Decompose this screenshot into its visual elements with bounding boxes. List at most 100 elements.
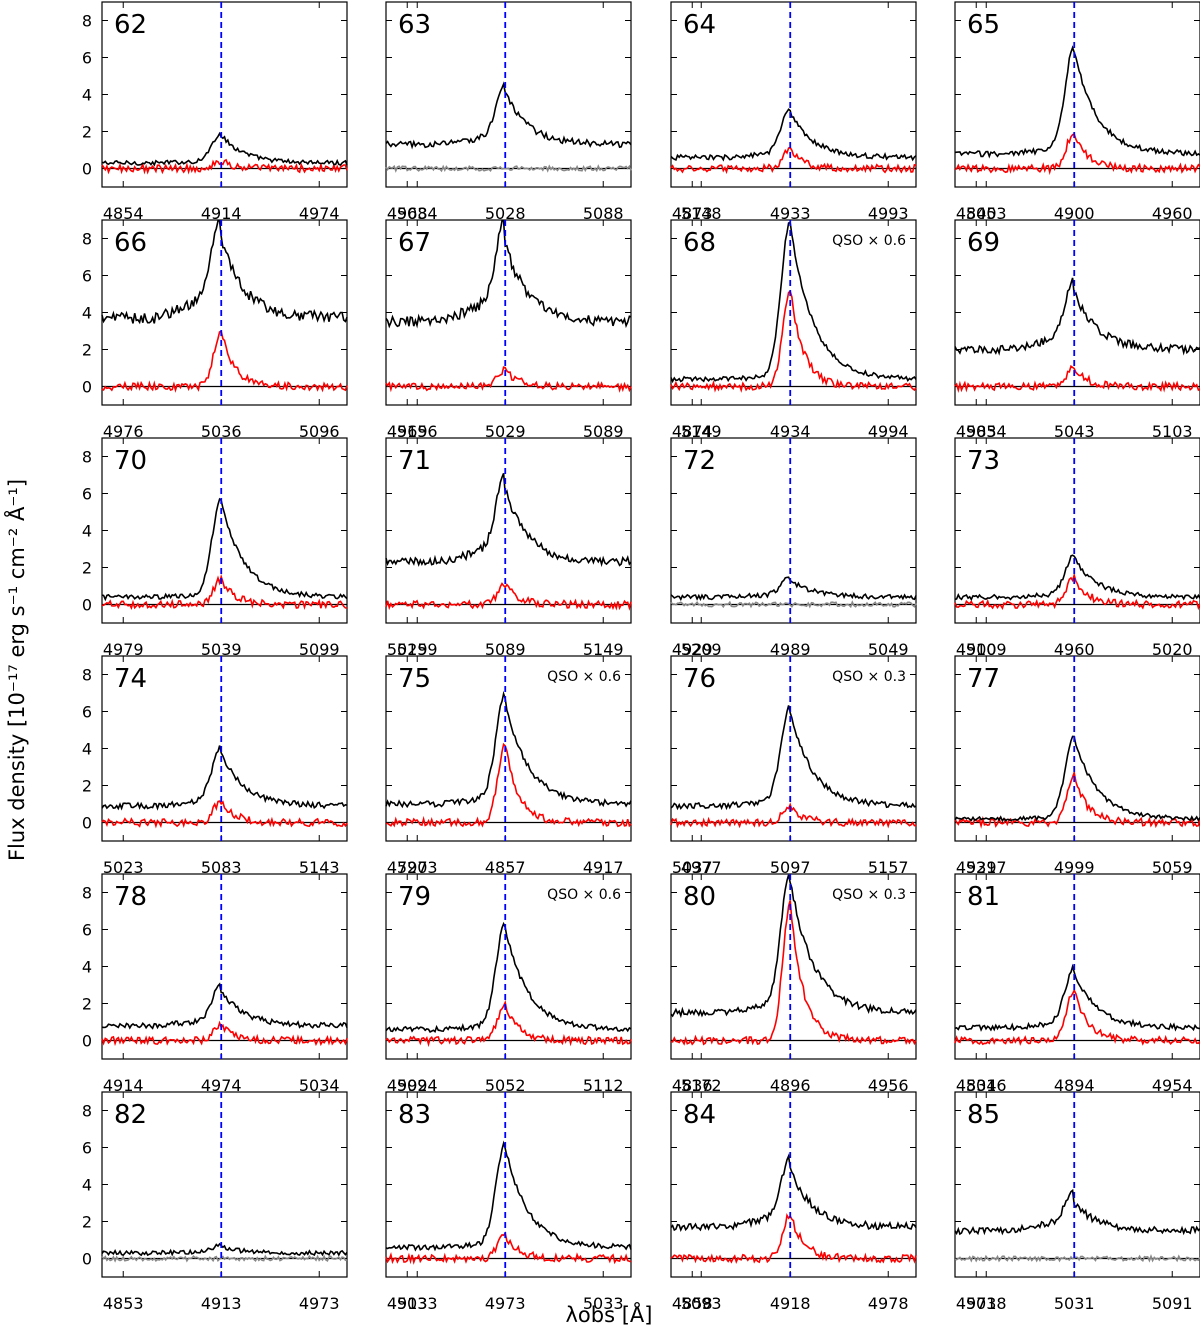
x-tick-label: 4977 <box>681 858 722 877</box>
total-spectrum-line <box>670 874 917 1019</box>
total-spectrum-line <box>670 1153 917 1233</box>
spectrum-panel-77: 493949995059511977 <box>954 655 1200 877</box>
total-spectrum-line <box>101 220 348 325</box>
x-tick-label: 4914 <box>201 204 242 223</box>
residual-spectrum-line <box>670 802 917 829</box>
x-tick-label: 4913 <box>201 1294 242 1313</box>
x-tick-label: 5059 <box>1152 858 1193 877</box>
total-spectrum-line <box>954 277 1200 356</box>
spectrum-panel-84: 4858 4918 4978 5038 84 <box>670 1091 1007 1313</box>
x-tick-label: 5054 <box>966 422 1007 441</box>
y-tick-label: 0 <box>82 160 92 179</box>
spectrum-panel-72: 4929 4989 5049 5109 72 <box>670 437 1007 659</box>
x-tick-label: 4976 <box>103 422 144 441</box>
x-tick-label: 4956 <box>868 1076 909 1095</box>
panel-id-label: 76 <box>683 664 716 694</box>
x-tick-label: 5034 <box>299 1076 340 1095</box>
y-tick-label: 4 <box>82 522 92 541</box>
x-tick-label: 5109 <box>966 640 1007 659</box>
y-tick-label: 2 <box>82 995 92 1014</box>
panel-id-label: 74 <box>114 664 147 694</box>
x-tick-label: 5029 <box>485 422 526 441</box>
y-tick-label: 0 <box>82 1032 92 1051</box>
spectrum-panel-73: 490049605020508073 <box>954 437 1200 659</box>
y-axis-title: Flux density [10⁻¹⁷ erg s⁻¹ cm⁻² Å⁻¹] <box>3 479 29 861</box>
residual-spectrum-line <box>385 1231 632 1265</box>
x-tick-label: 5094 <box>397 1076 438 1095</box>
total-spectrum-line <box>101 131 348 167</box>
spectrum-panel-74: 0 2 4 6 8 5023 5083 5143 5203 74 <box>82 655 438 877</box>
x-tick-label: 5033 <box>583 1294 624 1313</box>
x-tick-label: 4836 <box>672 1076 713 1095</box>
x-tick-label: 5023 <box>103 858 144 877</box>
panel-id-label: 68 <box>683 228 716 258</box>
panel-id-label: 77 <box>967 664 1000 694</box>
panel-id-label: 66 <box>114 228 147 258</box>
y-tick-label: 8 <box>82 448 92 467</box>
spectrum-panel-81: 483448944954501481 <box>954 873 1200 1095</box>
x-tick-label: 5091 <box>1152 1294 1193 1313</box>
x-tick-label: 4973 <box>485 1294 526 1313</box>
x-tick-label: 4917 <box>583 858 624 877</box>
qso-scale-label: QSO × 0.6 <box>832 233 906 249</box>
spectrum-panel-85: 497150315091515185 <box>954 1091 1200 1313</box>
x-tick-label: 5031 <box>1054 1294 1095 1313</box>
total-spectrum-line <box>954 963 1200 1032</box>
spectrum-panel-64: 4873 4933 4993 5053 64 <box>670 1 1007 223</box>
qso-scale-label: QSO × 0.6 <box>547 887 621 903</box>
x-tick-label: 5156 <box>397 422 438 441</box>
x-tick-label: 5083 <box>201 858 242 877</box>
x-tick-label: 4978 <box>868 1294 909 1313</box>
panel-id-label: 63 <box>398 10 431 40</box>
x-tick-label: 5097 <box>770 858 811 877</box>
total-spectrum-line <box>101 497 348 602</box>
panel-id-label: 64 <box>683 10 716 40</box>
x-tick-label: 5099 <box>299 640 340 659</box>
x-tick-label: 5034 <box>397 204 438 223</box>
spectrum-panel-70: 0 2 4 6 8 4979 5039 5099 5159 70 <box>82 437 438 659</box>
panel-id-label: 70 <box>114 446 147 476</box>
total-spectrum-line <box>385 81 632 150</box>
residual-spectrum-line <box>386 742 632 828</box>
x-tick-label: 4933 <box>770 204 811 223</box>
x-tick-label: 5089 <box>485 640 526 659</box>
panel-id-label: 78 <box>114 882 147 912</box>
x-tick-label: 5016 <box>966 1076 1007 1095</box>
spectrum-panel-67: 4969 5029 5089 5149 67 <box>385 219 722 441</box>
y-tick-label: 4 <box>82 740 92 759</box>
noise-spectrum-line <box>954 1254 1200 1263</box>
x-tick-label: 4974 <box>201 1076 242 1095</box>
spectrum-panel-66: 0 2 4 6 8 4976 5036 5096 5156 66 <box>82 219 438 441</box>
x-tick-label: 4989 <box>770 640 811 659</box>
x-axis-title: λobs [Å] <box>566 1301 653 1327</box>
y-tick-label: 8 <box>82 666 92 685</box>
x-tick-label: 5053 <box>966 204 1007 223</box>
x-tick-label: 4797 <box>387 858 428 877</box>
total-spectrum-line <box>385 921 632 1033</box>
x-tick-label: 4999 <box>1054 858 1095 877</box>
spectrum-panel-69: 498350435103516369 <box>954 219 1200 441</box>
noise-spectrum-line <box>101 1254 348 1263</box>
residual-spectrum-line <box>670 146 917 175</box>
panel-id-label: 83 <box>398 1100 431 1130</box>
x-tick-label: 5096 <box>299 422 340 441</box>
y-tick-label: 2 <box>82 559 92 578</box>
qso-scale-label: QSO × 0.3 <box>832 669 906 685</box>
total-spectrum-line <box>385 220 632 329</box>
total-spectrum-line <box>954 735 1200 823</box>
x-tick-label: 5043 <box>1054 422 1095 441</box>
x-tick-label: 5209 <box>681 640 722 659</box>
total-spectrum-line <box>670 705 917 811</box>
x-tick-label: 5088 <box>583 204 624 223</box>
y-tick-label: 6 <box>82 703 92 722</box>
x-tick-label: 4894 <box>1054 1076 1095 1095</box>
panel-id-label: 67 <box>398 228 431 258</box>
x-tick-label: 4969 <box>387 422 428 441</box>
x-tick-label: 4974 <box>299 204 340 223</box>
y-tick-label: 6 <box>82 1139 92 1158</box>
y-tick-label: 0 <box>82 378 92 397</box>
total-spectrum-line <box>385 1140 632 1252</box>
x-tick-label: 4834 <box>956 1076 997 1095</box>
panel-id-label: 85 <box>967 1100 1000 1130</box>
